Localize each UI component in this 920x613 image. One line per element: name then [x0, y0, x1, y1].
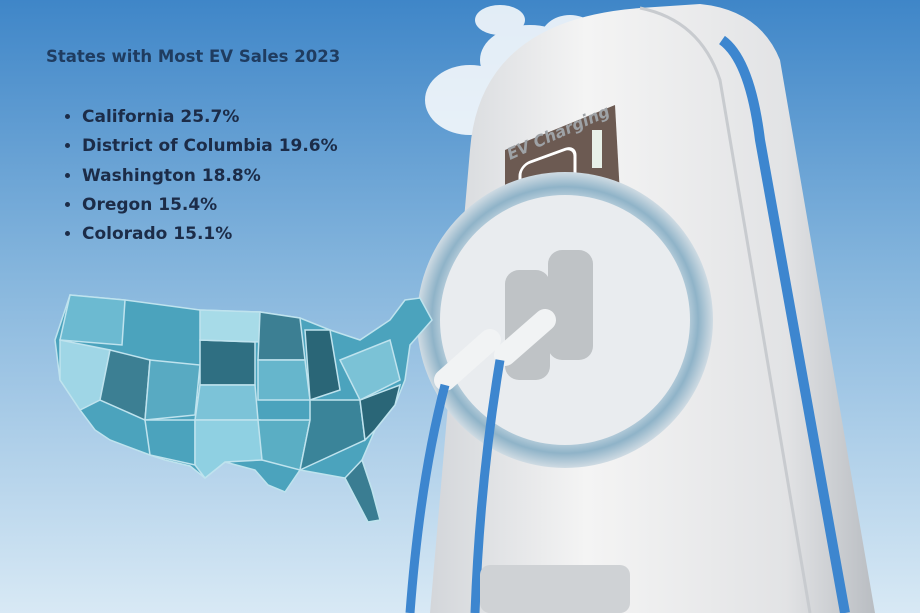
us-map [54, 294, 433, 523]
state-list: California 25.7% District of Columbia 19… [60, 103, 338, 249]
vent [480, 565, 630, 613]
plug-left [434, 329, 501, 391]
plug-right [494, 309, 556, 366]
charger-edge [639, 6, 812, 613]
state-item: District of Columbia 19.6% [82, 132, 338, 161]
state-item: Washington 18.8% [82, 162, 338, 191]
infographic-title: States with Most EV Sales 2023 [46, 47, 341, 66]
socket-right [548, 250, 593, 360]
state-item: Oregon 15.4% [82, 191, 338, 220]
state-item: California 25.7% [82, 103, 338, 132]
battery-icon [592, 130, 602, 168]
charger-cable-right [718, 35, 850, 613]
state-item: Colorado 15.1% [82, 220, 338, 249]
cable-left [405, 383, 450, 613]
cable-mid [470, 359, 505, 613]
